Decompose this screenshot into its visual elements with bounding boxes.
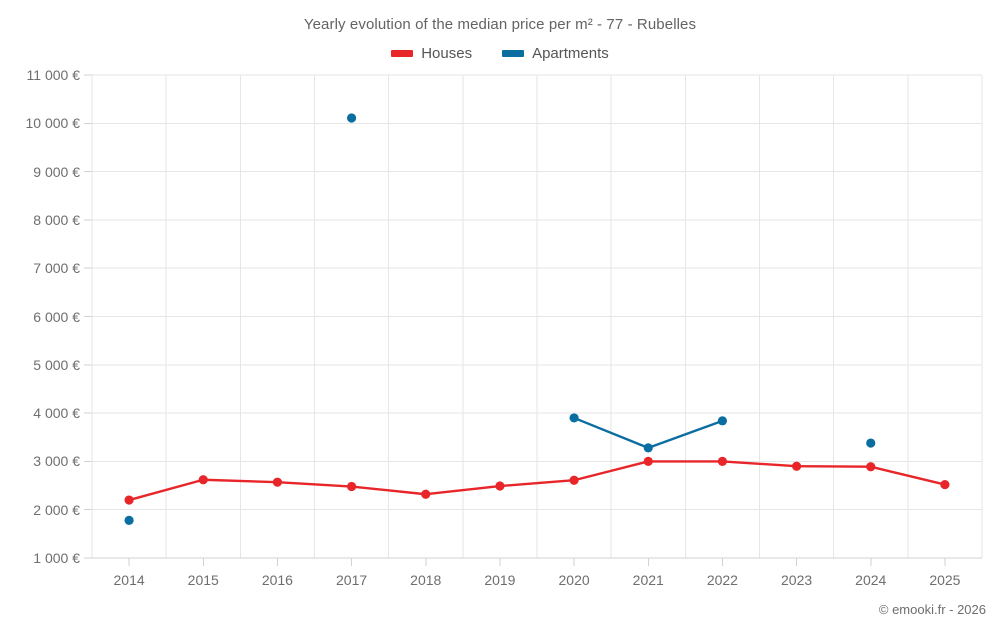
x-axis-tick-label: 2022 [706,572,738,588]
y-axis-tick-label: 10 000 € [25,115,81,132]
chart-legend: Houses Apartments [0,45,1000,62]
y-axis-tick-label: 5 000 € [33,356,80,373]
y-axis-tick-label: 11 000 € [26,67,80,83]
data-series-layer [124,113,950,525]
data-point-houses[interactable] [272,477,283,487]
data-point-houses[interactable] [569,475,579,485]
x-axis-tick-label: 2014 [113,572,145,588]
data-point-houses[interactable] [717,456,728,466]
legend-label-apartments: Apartments [532,45,609,62]
data-point-houses[interactable] [421,489,431,499]
legend-item-apartments[interactable]: Apartments [502,45,609,62]
y-axis-tick-label: 1 000 € [33,550,80,566]
data-point-houses[interactable] [940,479,950,490]
data-point-houses[interactable] [643,456,653,466]
legend-label-houses: Houses [421,45,473,62]
y-axis-tick-label: 8 000 € [33,211,80,228]
x-axis-tick-label: 2016 [261,572,293,588]
x-axis-tick-label: 2018 [410,572,442,588]
x-axis-tick-label: 2019 [484,572,516,588]
legend-item-houses[interactable]: Houses [391,45,472,62]
y-axis-tick-label: 3 000 € [33,453,80,470]
data-point-apartments[interactable] [569,413,579,423]
x-axis-tick-label: 2024 [855,572,887,588]
data-point-houses[interactable] [198,475,208,485]
data-point-apartments[interactable] [124,515,134,525]
axis-lines [84,74,982,566]
y-axis-tick-label: 4 000 € [33,405,80,422]
data-point-houses[interactable] [346,481,357,492]
data-point-apartments[interactable] [643,443,653,453]
chart-title: Yearly evolution of the median price per… [303,16,697,33]
x-axis-tick-label: 2020 [558,572,590,588]
y-axis-tick-label: 2 000 € [33,501,80,518]
x-axis-tick-label: 2017 [336,572,368,588]
grid-lines [91,74,983,559]
x-axis-tick-label: 2021 [632,572,664,588]
data-point-houses[interactable] [866,462,876,472]
legend-swatch-apartments [502,50,525,57]
data-point-houses[interactable] [791,461,802,471]
data-point-houses[interactable] [495,481,505,491]
data-point-apartments[interactable] [346,113,357,123]
x-axis-tick-label: 2015 [187,572,219,588]
x-axis-tick-label: 2025 [929,572,961,588]
y-axis-tick-label: 9 000 € [33,163,80,180]
series-line-houses [127,460,947,502]
x-axis-tick-label: 2023 [781,572,813,588]
footer-credit: © emooki.fr - 2026 [878,602,986,617]
y-axis-tick-label: 6 000 € [33,308,80,325]
data-point-apartments[interactable] [866,438,876,448]
data-point-houses[interactable] [124,495,134,505]
legend-swatch-houses [391,50,414,57]
data-point-apartments[interactable] [717,416,728,426]
y-axis-tick-label: 7 000 € [33,260,80,277]
